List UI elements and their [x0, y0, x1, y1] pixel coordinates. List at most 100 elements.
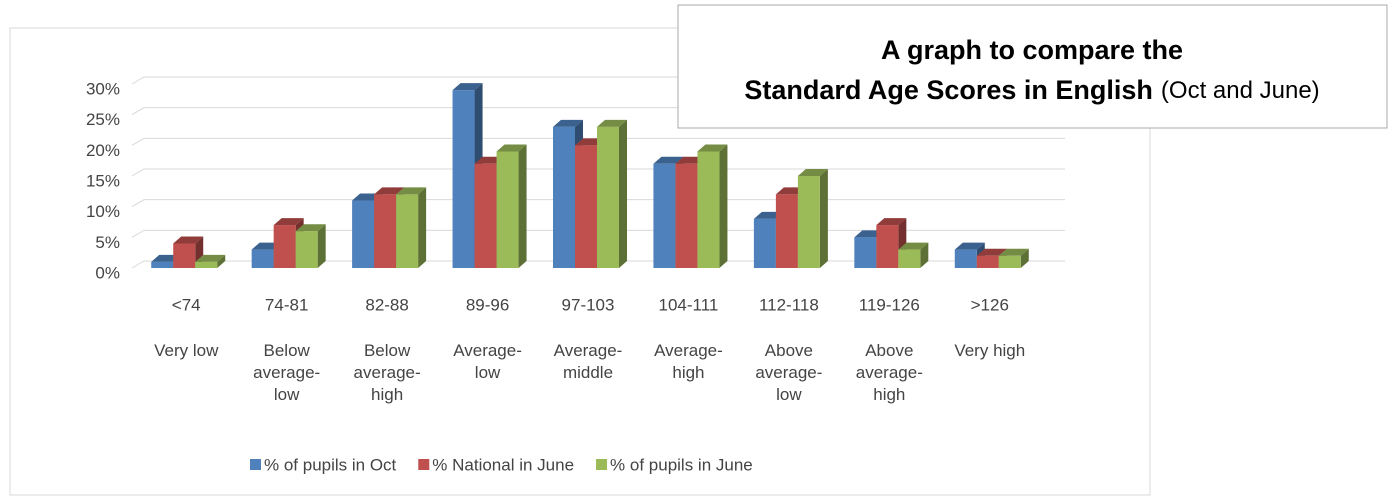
x-tick-label: 82-88 [365, 295, 408, 314]
x-group-label: Below average-high [354, 341, 421, 404]
legend-swatch [596, 459, 608, 470]
bar-top [597, 119, 627, 127]
label-line: average- [253, 363, 320, 382]
x-tick-label: 104-111 [659, 295, 719, 314]
bar-top [295, 224, 326, 232]
bar-front [273, 225, 296, 268]
bar [597, 119, 627, 268]
label-line: Average- [554, 341, 623, 360]
bar-front [998, 255, 1021, 268]
label-line: Below [364, 341, 411, 360]
bar-front [374, 194, 397, 268]
x-group-label: Very high [954, 341, 1025, 360]
bar [496, 144, 527, 268]
bar-front [575, 145, 597, 268]
bar-front [797, 176, 820, 268]
y-tick-label: 5% [95, 233, 120, 252]
bar-side [317, 224, 326, 268]
x-group-label: Average-high [654, 341, 723, 382]
bar-front [396, 194, 419, 268]
bar-top [797, 169, 828, 176]
bar-front [173, 243, 196, 268]
bar [898, 242, 929, 268]
bar [998, 248, 1029, 268]
bar-front [753, 218, 776, 268]
bar-front [775, 194, 798, 268]
y-tick-label: 0% [95, 263, 120, 282]
bar-top [976, 248, 1007, 256]
bar-top [653, 156, 684, 164]
bar-top [273, 218, 304, 226]
label-line: average- [856, 363, 923, 382]
x-group-label: Above average-high [856, 341, 923, 404]
x-tick-label: 89-96 [466, 295, 509, 314]
bar-side [920, 242, 929, 268]
bar-front [195, 261, 218, 268]
bar-top [954, 242, 985, 250]
bar-top [396, 187, 427, 195]
bar-front [452, 90, 475, 268]
bar-front [597, 126, 619, 268]
legend-swatch [418, 459, 430, 470]
bar-side [518, 144, 527, 268]
bar [195, 254, 226, 268]
label-line: average- [755, 363, 822, 382]
bar-front [352, 200, 375, 268]
bar-top [553, 119, 583, 127]
label-line: Above [765, 341, 813, 360]
chart-title: A graph to compare the Standard Age Score… [744, 35, 1319, 105]
bar [295, 224, 326, 268]
bar-front [697, 151, 720, 268]
x-tick-label: >126 [971, 295, 1009, 314]
label-line: high [371, 385, 403, 404]
chart-subtitle: (Oct and June) [1161, 77, 1320, 104]
bar-front [251, 249, 274, 268]
x-tick-label: 119-126 [859, 295, 920, 314]
bar [396, 187, 427, 268]
bar-front [854, 237, 877, 268]
bar-top [998, 248, 1029, 256]
label-line: Very low [154, 341, 219, 360]
x-group-label: Average-low [453, 341, 522, 382]
bar-front [898, 249, 921, 268]
bar-side [719, 144, 728, 268]
label-line: low [776, 385, 802, 404]
x-tick-label: <74 [172, 295, 201, 314]
bar-side [619, 119, 627, 268]
bar-front [474, 163, 497, 268]
bar-side [1020, 248, 1029, 268]
label-line: Average- [654, 341, 723, 360]
grid-line [131, 199, 1065, 208]
bar-top [697, 144, 728, 152]
bar-front [976, 255, 999, 268]
bar-front [151, 261, 174, 268]
label-line: low [274, 385, 300, 404]
bar-side [418, 187, 427, 268]
label-line: average- [354, 363, 421, 382]
bar-front [496, 151, 519, 268]
bar-top [452, 83, 483, 91]
legend-label: % of pupils in June [610, 455, 753, 474]
x-group-label: Below average-low [253, 341, 320, 404]
y-tick-label: 20% [86, 141, 120, 160]
label-line: high [873, 385, 905, 404]
x-tick-label: 112-118 [759, 295, 819, 314]
y-tick-label: 25% [86, 110, 120, 129]
bar-front [876, 225, 899, 268]
bar-front [653, 163, 676, 268]
label-line: low [475, 363, 501, 382]
x-group-label: Average-middle [554, 341, 623, 382]
bar-side [217, 254, 226, 268]
bar-front [553, 126, 575, 268]
x-group-label: Above average-low [755, 341, 822, 404]
bar-top [876, 218, 907, 226]
grid-line [131, 137, 1065, 146]
bar-front [295, 231, 318, 268]
x-tick-label: 97-103 [562, 295, 615, 314]
y-tick-label: 30% [86, 79, 120, 98]
bar-top [374, 187, 405, 195]
label-line: Very high [954, 341, 1025, 360]
bar [697, 144, 728, 268]
x-tick-label: 74-81 [265, 295, 308, 314]
